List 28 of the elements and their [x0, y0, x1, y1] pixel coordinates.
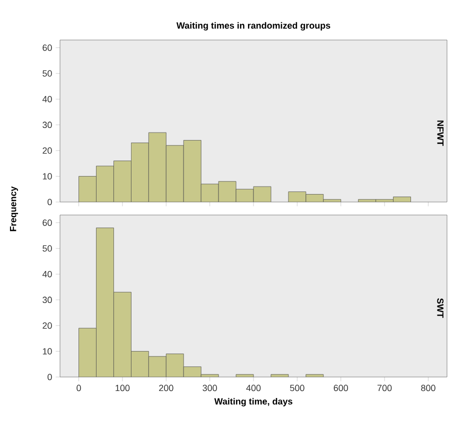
x-tick-label: 300 — [202, 384, 217, 392]
y-tick-label: 40 — [42, 270, 52, 278]
x-tick-label: 500 — [290, 384, 304, 392]
y-tick-label: 0 — [48, 198, 52, 206]
x-tick-label: 0 — [76, 384, 81, 392]
chart-title: Waiting times in randomized groups — [176, 22, 330, 31]
y-tick-label: 50 — [42, 70, 52, 77]
y2-axis-title: NFWT — [437, 120, 444, 146]
x-tick-label: 400 — [246, 384, 261, 392]
y-tick-label: 10 — [42, 348, 52, 354]
y-tick-label: 0 — [48, 374, 52, 380]
y2-axis-title: SWT — [437, 298, 444, 318]
y-tick-label: 40 — [42, 96, 52, 102]
x-tick-label: 200 — [159, 384, 174, 392]
y-tick-label: 20 — [42, 322, 52, 329]
y-tick-label: 50 — [42, 245, 52, 252]
x-tick-label: 600 — [334, 384, 348, 392]
y-tick-label: 10 — [42, 173, 52, 180]
y-axis-title: Frequency — [10, 186, 18, 232]
y-tick-label: 20 — [42, 147, 52, 154]
x-tick-label: 800 — [421, 384, 436, 392]
x-tick-label: 700 — [378, 384, 392, 392]
y-tick-label: 30 — [42, 122, 52, 128]
y-tick-label: 60 — [42, 44, 52, 51]
y-tick-label: 60 — [42, 220, 52, 226]
x-tick-label: 100 — [116, 384, 130, 392]
x-axis-title: Waiting time, days — [214, 398, 292, 406]
y-tick-label: 30 — [42, 296, 52, 304]
